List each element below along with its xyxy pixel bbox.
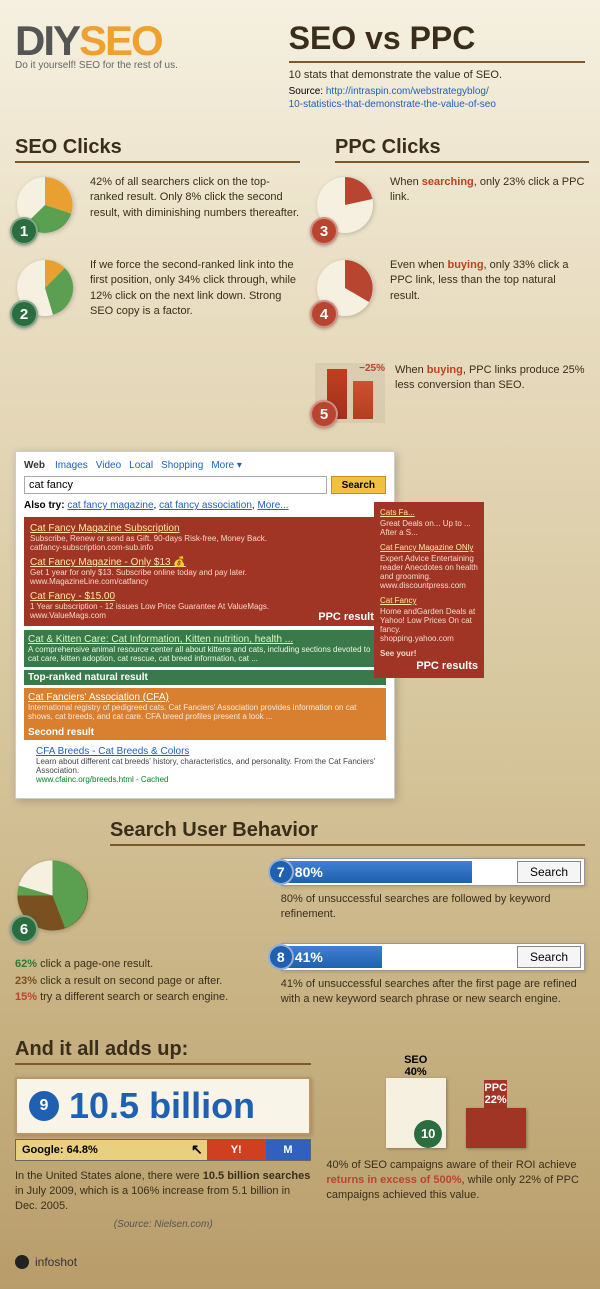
badge-3: 3 — [310, 217, 338, 245]
serp-search: Search — [24, 476, 386, 494]
stat-7-bar: 7 80% Search — [281, 858, 585, 886]
stat-1: 1 42% of all searchers click on the top-… — [15, 175, 300, 240]
pie-2: 2 — [15, 258, 80, 323]
stat-4-text: Even when buying, only 33% click a PPC l… — [390, 258, 589, 304]
source-link-2[interactable]: 10-statistics-that-demonstrate-the-value… — [289, 99, 496, 110]
main-title: SEO vs PPC — [289, 20, 585, 63]
serp-ppc-block: Cat Fancy Magazine SubscriptionSubscribe… — [24, 517, 386, 626]
serp-also: Also try: cat fancy magazine, cat fancy … — [24, 500, 386, 511]
serp-tabs: WebImagesVideoLocalShoppingMore ▾ — [24, 460, 386, 471]
cursor-icon: ↖ — [191, 1141, 203, 1158]
pie-6: 6 — [15, 858, 95, 938]
ppc-title: PPC Clicks — [335, 136, 589, 163]
logo-box: DIYSEO Do it yourself! SEO for the rest … — [15, 20, 272, 111]
serp-result-3: CFA Breeds - Cat Breeds & Colors Learn a… — [36, 746, 386, 784]
share-bar: Google: 64.8%↖ Y! M — [15, 1139, 311, 1161]
stat-2-text: If we force the second-ranked link into … — [90, 258, 300, 320]
ppc-column: PPC Clicks 3 When searching, only 23% cl… — [315, 136, 589, 441]
stat-10-text: 40% of SEO campaigns aware of their ROI … — [326, 1158, 585, 1204]
stat-7-text: 80% of unsuccessful searches are followe… — [281, 892, 585, 923]
source-line: Source: http://intraspin.com/webstrategy… — [289, 85, 585, 111]
search-btn-7[interactable]: Search — [517, 861, 581, 883]
adds-up-section: And it all adds up: 9 10.5 billion Googl… — [15, 1038, 585, 1230]
stat-6-text: 62% click a page-one result. 23% click a… — [15, 956, 266, 1006]
pie-3: 3 — [315, 175, 380, 240]
search-btn-8[interactable]: Search — [517, 946, 581, 968]
behavior-section: Search User Behavior 6 62% click a page-… — [15, 819, 585, 1008]
yahoo-share: Y! — [207, 1140, 266, 1160]
stat-5: −25% 5 When buying, PPC links produce 25… — [315, 363, 589, 423]
stat-8-text: 41% of unsuccessful searches after the f… — [281, 977, 585, 1008]
stat-9-source: (Source: Nielsen.com) — [15, 1219, 311, 1230]
roi-ppc-bar: PPC22% — [466, 1080, 526, 1148]
badge-10: 10 — [414, 1120, 442, 1148]
tagline: Do it yourself! SEO for the rest of us. — [15, 60, 272, 71]
stat-3-text: When searching, only 23% click a PPC lin… — [390, 175, 589, 206]
pie-1: 1 — [15, 175, 80, 240]
stat-4: 4 Even when buying, only 33% click a PPC… — [315, 258, 589, 323]
badge-8: 8 — [268, 944, 294, 970]
badge-1: 1 — [10, 217, 38, 245]
badge-2: 2 — [10, 300, 38, 328]
second-label: Second result — [24, 725, 386, 740]
roi-bars: 10 SEO40% PPC22% — [326, 1058, 585, 1148]
main-columns: SEO Clicks 1 42% of all searchers click … — [15, 136, 585, 441]
serp-mockup: WebImagesVideoLocalShoppingMore ▾ Search… — [15, 451, 395, 799]
stat-8-bar: 8 41% Search — [281, 943, 585, 971]
serp-side-ppc: Cats Fa...Great Deals on... Up to ... Af… — [374, 502, 484, 678]
stat-2: 2 If we force the second-ranked link int… — [15, 258, 300, 323]
bar-5: −25% 5 — [315, 363, 385, 423]
stat-1-text: 42% of all searchers click on the top-ra… — [90, 175, 300, 221]
badge-4: 4 — [310, 300, 338, 328]
stat-9-box: 9 10.5 billion — [15, 1077, 311, 1135]
adds-title: And it all adds up: — [15, 1038, 311, 1065]
logo: DIYSEO — [15, 20, 272, 62]
serp-top-natural: Cat & Kitten Care: Cat Information, Kitt… — [24, 630, 386, 667]
badge-6: 6 — [10, 915, 38, 943]
top-natural-label: Top-ranked natural result — [24, 670, 386, 685]
pie-4: 4 — [315, 258, 380, 323]
badge-5: 5 — [310, 400, 338, 428]
seo-title: SEO Clicks — [15, 136, 300, 163]
source-link[interactable]: http://intraspin.com/webstrategyblog/ — [326, 86, 489, 97]
msn-share: M — [266, 1140, 311, 1160]
search-button[interactable]: Search — [331, 476, 386, 494]
stat-6: 6 — [15, 858, 266, 938]
footer: infoshot — [15, 1255, 585, 1269]
google-share: Google: 64.8%↖ — [16, 1140, 207, 1160]
badge-9: 9 — [29, 1091, 59, 1121]
behavior-title: Search User Behavior — [110, 819, 585, 846]
header: DIYSEO Do it yourself! SEO for the rest … — [15, 20, 585, 111]
stat-9-text: In the United States alone, there were 1… — [15, 1169, 311, 1215]
title-box: SEO vs PPC 10 stats that demonstrate the… — [289, 20, 585, 111]
ppc-label: PPC results — [318, 611, 380, 623]
stat-5-text: When buying, PPC links produce 25% less … — [395, 363, 589, 394]
serp-second: Cat Fanciers' Association (CFA) Internat… — [24, 688, 386, 725]
big-number: 10.5 billion — [69, 1085, 255, 1127]
seo-column: SEO Clicks 1 42% of all searchers click … — [15, 136, 300, 441]
subtitle: 10 stats that demonstrate the value of S… — [289, 69, 585, 81]
footer-icon — [15, 1255, 29, 1269]
stat-3: 3 When searching, only 23% click a PPC l… — [315, 175, 589, 240]
search-input[interactable] — [24, 476, 327, 494]
footer-brand: infoshot — [35, 1255, 77, 1269]
badge-7: 7 — [268, 859, 294, 885]
